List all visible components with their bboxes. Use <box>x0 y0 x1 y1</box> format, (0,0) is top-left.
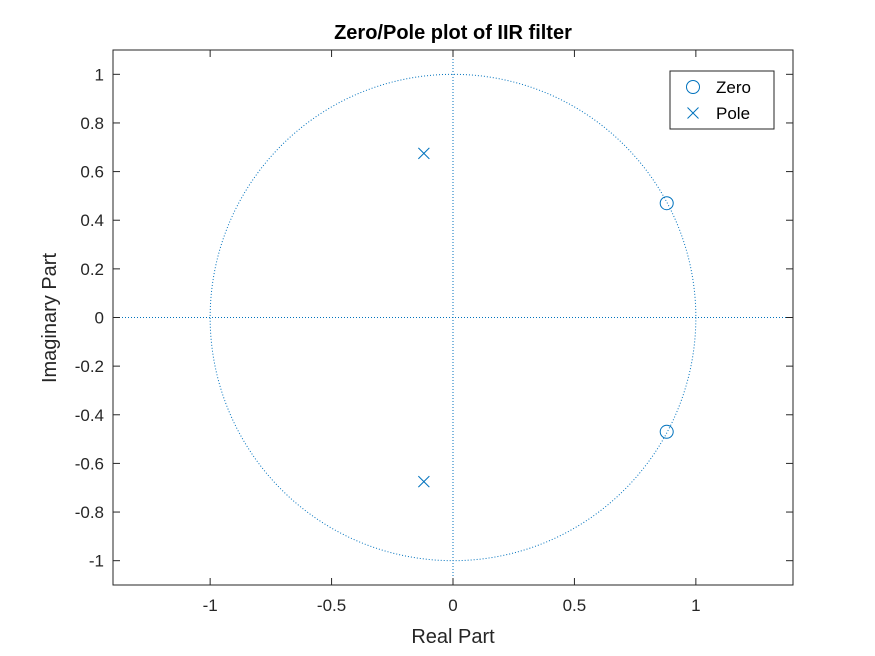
y-tick-label: -0.8 <box>75 503 104 522</box>
y-tick-label: 0.8 <box>80 114 104 133</box>
pole-marker <box>418 147 430 160</box>
legend-zero-label: Zero <box>716 78 751 97</box>
zero-marker <box>659 196 674 211</box>
x-axis-label: Real Part <box>411 626 495 648</box>
y-tick-label: -1 <box>89 552 104 571</box>
legend: Zero Pole <box>669 70 775 130</box>
y-tick-label: -0.6 <box>75 454 104 473</box>
y-axis-label: Imaginary Part <box>39 253 61 383</box>
legend-pole-label: Pole <box>716 104 750 123</box>
chart-title: Zero/Pole plot of IIR filter <box>334 22 572 44</box>
x-tick-label: 0.5 <box>563 596 587 615</box>
pole-marker <box>418 475 430 488</box>
x-tick-label: -0.5 <box>317 596 346 615</box>
pole-marker-stroke <box>418 475 430 488</box>
legend-box <box>669 70 775 130</box>
guide-lines <box>113 50 793 585</box>
legend-zero-marker <box>686 80 700 94</box>
y-tick-label: 0.2 <box>80 260 104 279</box>
x-tick-label: -1 <box>203 596 218 615</box>
legend-pole-marker <box>687 107 699 119</box>
zero-marker <box>659 424 674 439</box>
x-tick-label: 0 <box>448 596 457 615</box>
y-tick-label: -0.4 <box>75 406 104 425</box>
y-axis-ticks: -1 -0.8 -0.6 -0.4 -0.2 0 0.2 0.4 0.6 0.8 1 <box>75 65 793 571</box>
x-tick-label: 1 <box>691 596 700 615</box>
pole-marker-stroke <box>418 147 430 160</box>
y-tick-label: 0 <box>95 309 104 328</box>
legend-pole-marker-stroke <box>687 107 699 119</box>
x-axis-ticks: -1 -0.5 0 0.5 1 <box>203 50 701 615</box>
y-tick-label: 0.6 <box>80 163 104 182</box>
y-tick-label: 0.4 <box>80 211 104 230</box>
data-marks <box>418 147 674 488</box>
y-tick-label: -0.2 <box>75 357 104 376</box>
y-tick-label: 1 <box>95 65 104 84</box>
